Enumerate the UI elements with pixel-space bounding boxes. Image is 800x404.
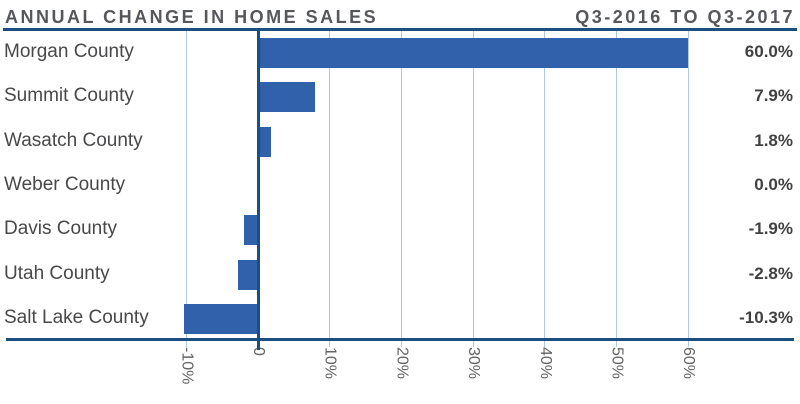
category-label: Salt Lake County <box>4 306 149 328</box>
plot-area: Morgan County 60.0% Summit County 7.9% Wasat… <box>0 31 800 350</box>
value-label: -10.3% <box>739 307 793 327</box>
bar-wasatch-county <box>258 126 271 157</box>
x-tick-label--10: -10% <box>178 347 196 385</box>
gridline-40 <box>544 31 546 347</box>
gridline-50 <box>616 31 617 347</box>
chart-subtitle: Q3-2016 TO Q3-2017 <box>575 7 795 27</box>
x-axis-tick-labels: -10% 0 10% 20% 30% 40% 50% 60% <box>0 341 800 403</box>
category-label: Summit County <box>4 85 134 107</box>
category-label: Wasatch County <box>4 129 143 151</box>
zero-axis-line <box>256 31 260 350</box>
bar-salt-lake-county <box>184 303 258 334</box>
category-label: Davis County <box>4 218 117 240</box>
x-tick-label-60: 60% <box>680 347 698 380</box>
x-tick-label-10: 10% <box>321 347 339 380</box>
chart-header: ANNUAL CHANGE IN HOME SALES Q3-2016 TO Q… <box>0 0 800 28</box>
gridline--10 <box>185 31 187 347</box>
chart-title: ANNUAL CHANGE IN HOME SALES <box>5 7 379 27</box>
x-tick-label-20: 20% <box>393 347 411 380</box>
value-label: 0.0% <box>754 175 793 194</box>
x-tick-label-40: 40% <box>536 347 554 380</box>
value-label: 7.9% <box>754 86 793 106</box>
value-label: 1.8% <box>754 130 793 150</box>
x-tick-label-30: 30% <box>465 347 483 380</box>
value-label: -2.8% <box>748 263 793 283</box>
x-tick-label-0: 0 <box>250 347 267 356</box>
category-label: Utah County <box>4 262 110 284</box>
x-tick-label-50: 50% <box>608 347 626 380</box>
bar-utah-county <box>237 259 258 290</box>
x-axis-line <box>6 338 794 341</box>
bar-summit-county <box>258 82 315 113</box>
bar-morgan-county <box>258 38 689 69</box>
bar-davis-county <box>244 215 258 246</box>
gridline-10 <box>329 31 331 347</box>
category-label: Morgan County <box>4 41 134 63</box>
gridline-60 <box>687 31 689 347</box>
gridline-30 <box>472 31 474 347</box>
value-label: -1.9% <box>748 219 793 239</box>
category-label: Weber County <box>4 174 126 195</box>
value-label: 60.0% <box>744 42 793 62</box>
gridline-20 <box>400 31 402 347</box>
header-rule <box>3 28 797 31</box>
